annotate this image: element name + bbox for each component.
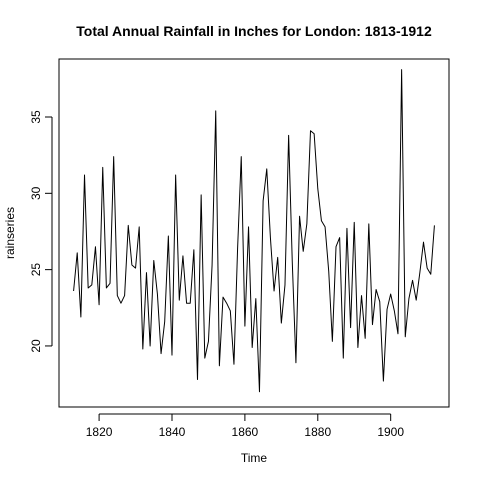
x-tick-label: 1820 [86,425,113,439]
y-axis-label: rainseries [3,207,17,259]
x-tick-label: 1900 [377,425,404,439]
rainfall-series-line [74,70,435,392]
plot-frame [59,59,449,407]
y-tick-label: 35 [29,110,43,124]
y-tick-label: 30 [29,186,43,200]
x-tick-label: 1840 [159,425,186,439]
y-tick-label: 25 [29,263,43,277]
x-tick-label: 1880 [304,425,331,439]
x-axis-label: Time [241,451,268,465]
x-tick-label: 1860 [232,425,259,439]
y-axis: 20 25 30 35 [29,110,52,353]
y-tick-label: 20 [29,339,43,353]
series-layer [74,70,435,392]
chart-title: Total Annual Rainfall in Inches for Lond… [76,23,432,39]
x-axis: 1820 1840 1860 1880 1900 [86,414,405,439]
